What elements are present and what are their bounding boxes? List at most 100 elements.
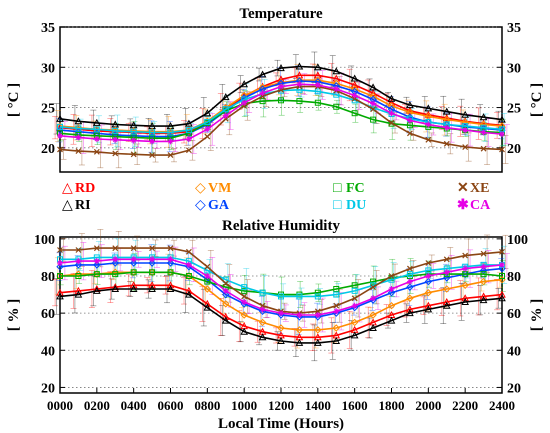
temperature-point-CA (314, 82, 321, 88)
temperature-point-FC (278, 97, 284, 104)
humidity-point-FC (499, 273, 505, 279)
temperature-y-tick-label-right: 20 (507, 142, 521, 157)
temperature-point-RI (74, 117, 83, 125)
humidity-point-RD (56, 288, 64, 296)
humidity-point-CA (75, 258, 82, 265)
humidity-point-RI (166, 284, 175, 292)
temperature-point-XE (75, 148, 82, 154)
temperature-y-tick-label-left: 25 (41, 102, 55, 117)
temperature-point-XE (112, 150, 119, 157)
humidity-point-RI (240, 327, 249, 335)
humidity-point-RI (498, 294, 506, 302)
humidity-point-GA (166, 259, 175, 267)
humidity-point-RI (313, 338, 322, 346)
temperature-y-tick-label-left: 30 (41, 61, 55, 76)
humidity-point-CA (222, 287, 229, 294)
humidity-point-FC (370, 278, 377, 285)
temperature-point-CA (499, 131, 505, 138)
humidity-point-XE (75, 247, 82, 253)
temperature-point-XE (204, 133, 211, 140)
humidity-point-VM (443, 285, 451, 293)
humidity-point-DU (425, 267, 432, 274)
humidity-point-RI (461, 297, 470, 305)
humidity-point-XE (425, 260, 432, 266)
humidity-point-VM (203, 285, 212, 293)
humidity-point-FC (241, 287, 248, 294)
x-tick-label: 1800 (379, 398, 405, 413)
temperature-point-CA (204, 126, 211, 133)
humidity-point-RD (479, 292, 488, 300)
temperature-point-FC (296, 98, 303, 105)
humidity-point-CA (167, 256, 174, 263)
temperature-point-XE (370, 106, 377, 113)
temperature-point-DU (333, 91, 340, 98)
humidity-point-GA (222, 290, 230, 299)
humidity-point-RD (148, 281, 156, 289)
legend-label-GA: GA (208, 198, 230, 213)
humidity-point-CA (112, 256, 119, 263)
legend-label-RI: RI (75, 198, 91, 213)
humidity-y-tick-label-left: 80 (41, 270, 55, 285)
humidity-point-XE (462, 252, 469, 259)
humidity-point-GA (314, 313, 322, 321)
humidity-point-VM (314, 326, 322, 334)
humidity-point-RI (277, 336, 285, 344)
humidity-point-RI (387, 316, 396, 324)
humidity-point-DU (296, 293, 303, 300)
humidity-point-XE (222, 280, 229, 287)
humidity-point-VM (424, 289, 433, 297)
humidity-point-VM (240, 311, 248, 319)
temperature-y-axis-label-left: [ °C ] (6, 83, 22, 117)
humidity-point-XE (167, 245, 174, 252)
humidity-point-CA (278, 310, 284, 317)
humidity-point-CA (351, 302, 358, 309)
x-tick-label: 1600 (342, 398, 368, 413)
humidity-point-VM (222, 300, 230, 308)
temperature-point-FC (370, 116, 377, 123)
temperature-point-RI (313, 63, 322, 71)
temperature-point-CA (388, 110, 395, 117)
temperature-point-RI (424, 104, 433, 112)
humidity-point-FC (112, 271, 119, 278)
legend-symbol-XE: ✕ (457, 181, 469, 196)
temperature-point-CA (462, 127, 469, 134)
humidity-y-axis-label-left: [ % ] (6, 299, 22, 332)
humidity-point-XE (149, 245, 156, 252)
humidity-point-GA (56, 263, 64, 271)
humidity-y-tick-label-right: 80 (507, 270, 521, 285)
humidity-point-CA (406, 278, 413, 285)
humidity-point-VM (258, 318, 267, 327)
legend-symbol-CA: ✱ (457, 198, 469, 213)
humidity-point-FC (185, 273, 192, 279)
humidity-point-FC (167, 269, 174, 276)
temperature-point-DU (57, 123, 63, 130)
humidity-point-XE (57, 247, 63, 253)
humidity-point-RI (424, 305, 433, 313)
humidity-point-RI (203, 303, 212, 311)
legend-symbol-VM: ◇ (195, 181, 206, 196)
temperature-point-RI (277, 64, 285, 72)
humidity-point-XE (185, 248, 192, 255)
humidity-panel: Relative Humidity 20 20 40 40 60 60 80 80 100 100… (6, 218, 545, 432)
humidity-point-GA (148, 259, 156, 267)
temperature-point-CA (241, 99, 248, 106)
temperature-point-CA (259, 90, 266, 97)
x-tick-label: 1000 (231, 398, 257, 413)
humidity-point-FC (480, 271, 487, 278)
temperature-point-CA (130, 137, 137, 144)
temperature-point-RI (203, 109, 212, 117)
humidity-point-RI (369, 323, 377, 331)
humidity-point-XE (443, 256, 450, 263)
humidity-point-RI (111, 284, 120, 292)
humidity-point-RD (129, 281, 138, 289)
legend-label-XE: XE (470, 181, 489, 196)
temperature-point-FC (351, 110, 358, 117)
temperature-point-DU (222, 106, 229, 113)
humidity-point-XE (93, 245, 100, 252)
humidity-point-FC (333, 286, 340, 292)
humidity-y-tick-label-right: 100 (507, 233, 528, 248)
temperature-point-RI (387, 94, 396, 102)
temperature-y-axis-label-right: [ °C ] (529, 83, 545, 117)
humidity-point-VM (461, 281, 469, 289)
humidity-point-RI (295, 338, 304, 346)
